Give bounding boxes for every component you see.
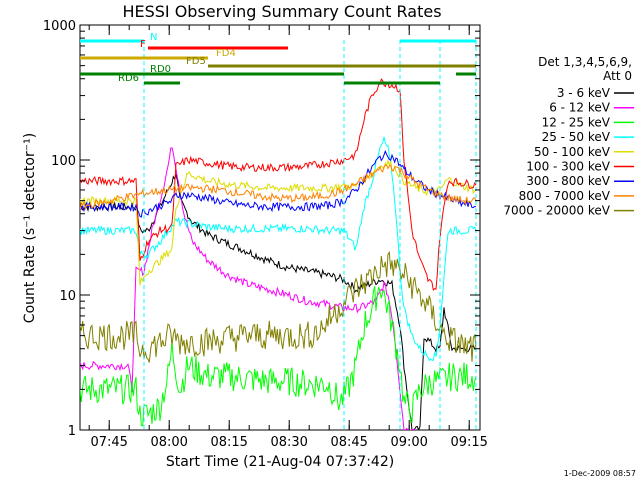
x-tick-label-6: 09:15 bbox=[450, 435, 487, 450]
y-axis-label: Count Rate (s⁻¹ detector⁻¹) bbox=[22, 133, 38, 323]
x-tick-label-5: 09:00 bbox=[390, 435, 427, 450]
legend-header-attenuator: Att 0 bbox=[603, 69, 632, 83]
x-tick-label-1: 08:00 bbox=[150, 435, 187, 450]
x-tick-label-4: 08:45 bbox=[330, 435, 367, 450]
x-tick-label-0: 07:45 bbox=[90, 435, 127, 450]
footer-date: 1-Dec-2009 08:57 bbox=[564, 469, 636, 478]
annotation-layer: NF FD4 FD5 RD0 RD6 bbox=[80, 32, 476, 85]
y-tick-label-1: 10 bbox=[59, 289, 76, 304]
annotation-label-rd6: RD6 bbox=[118, 73, 139, 84]
annotation-label-f: F bbox=[140, 39, 146, 50]
annotation-label-n: N bbox=[150, 32, 157, 43]
plot-area bbox=[79, 24, 481, 431]
legend-label-7: 800 - 7000 keV bbox=[519, 189, 611, 203]
x-axis-label: Start Time (21-Aug-04 07:37:42) bbox=[166, 454, 394, 470]
event-marker-layer bbox=[143, 40, 477, 430]
series-line-800-7000-kev bbox=[80, 164, 477, 211]
y-tick-label-0: 1 bbox=[68, 424, 76, 439]
tick-layer: 07:45 08:00 08:15 08:30 08:45 09:00 09:15 1 10 10… bbox=[43, 19, 488, 450]
series-line-6-12-kev bbox=[80, 147, 416, 430]
legend-label-2: 12 - 25 keV bbox=[542, 115, 611, 129]
chart-title: HESSI Observing Summary Count Rates bbox=[122, 2, 441, 21]
series-line-7000-20000-kev bbox=[80, 250, 477, 363]
legend-label-6: 300 - 800 keV bbox=[526, 174, 610, 188]
series-line-100-300-kev bbox=[80, 78, 477, 292]
annotation-label-rd0: RD0 bbox=[150, 64, 171, 75]
series-line-50-100-kev bbox=[80, 158, 477, 286]
x-tick-label-2: 08:15 bbox=[210, 435, 247, 450]
annotation-label-fd5: FD5 bbox=[186, 56, 206, 67]
legend-label-5: 100 - 300 keV bbox=[526, 160, 610, 174]
series-layer bbox=[80, 78, 477, 430]
legend-label-4: 50 - 100 keV bbox=[534, 145, 611, 159]
series-line-25-50-kev bbox=[80, 136, 477, 362]
x-tick-label-3: 08:30 bbox=[270, 435, 307, 450]
y-tick-label-3: 1000 bbox=[43, 19, 76, 34]
legend-header: Det 1,3,4,5,6,9, bbox=[538, 55, 632, 69]
y-tick-label-2: 100 bbox=[51, 154, 76, 169]
legend-label-0: 3 - 6 keV bbox=[557, 86, 611, 100]
legend-label-1: 6 - 12 keV bbox=[549, 101, 611, 115]
plot-frame bbox=[79, 24, 481, 431]
legend-label-8: 7000 - 20000 keV bbox=[503, 204, 610, 218]
annotation-label-fd4: FD4 bbox=[216, 48, 236, 59]
legend-label-3: 25 - 50 keV bbox=[542, 130, 611, 144]
series-line-300-800-kev bbox=[80, 149, 477, 218]
series-line-12-25-kev bbox=[80, 286, 477, 427]
